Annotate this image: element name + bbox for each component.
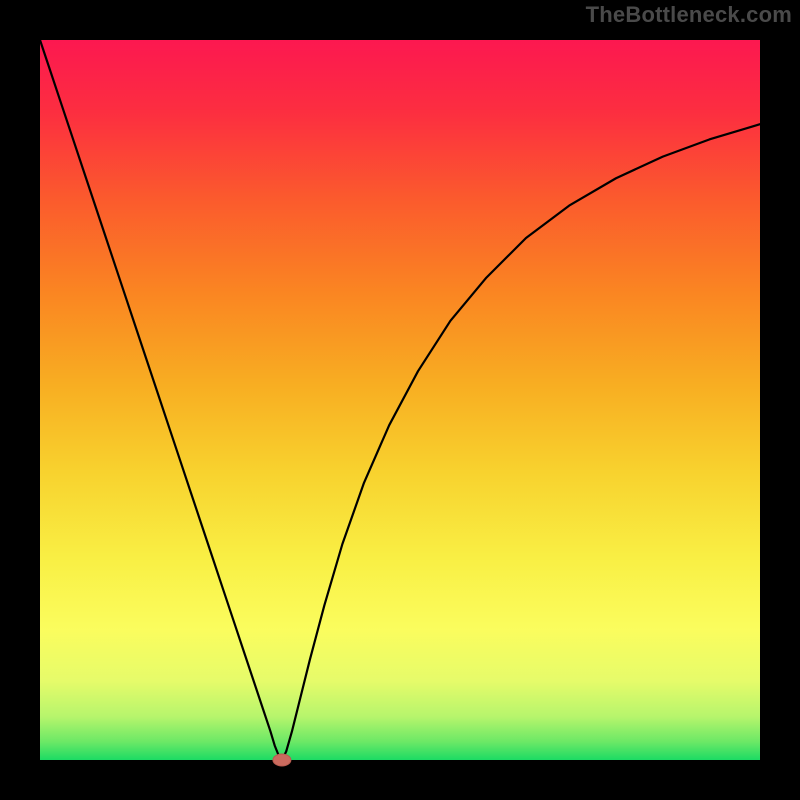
watermark-text: TheBottleneck.com — [586, 2, 792, 28]
chart-background-gradient — [40, 40, 760, 760]
chart-frame: TheBottleneck.com — [0, 0, 800, 800]
minimum-marker — [273, 754, 291, 766]
bottleneck-chart — [0, 0, 800, 800]
